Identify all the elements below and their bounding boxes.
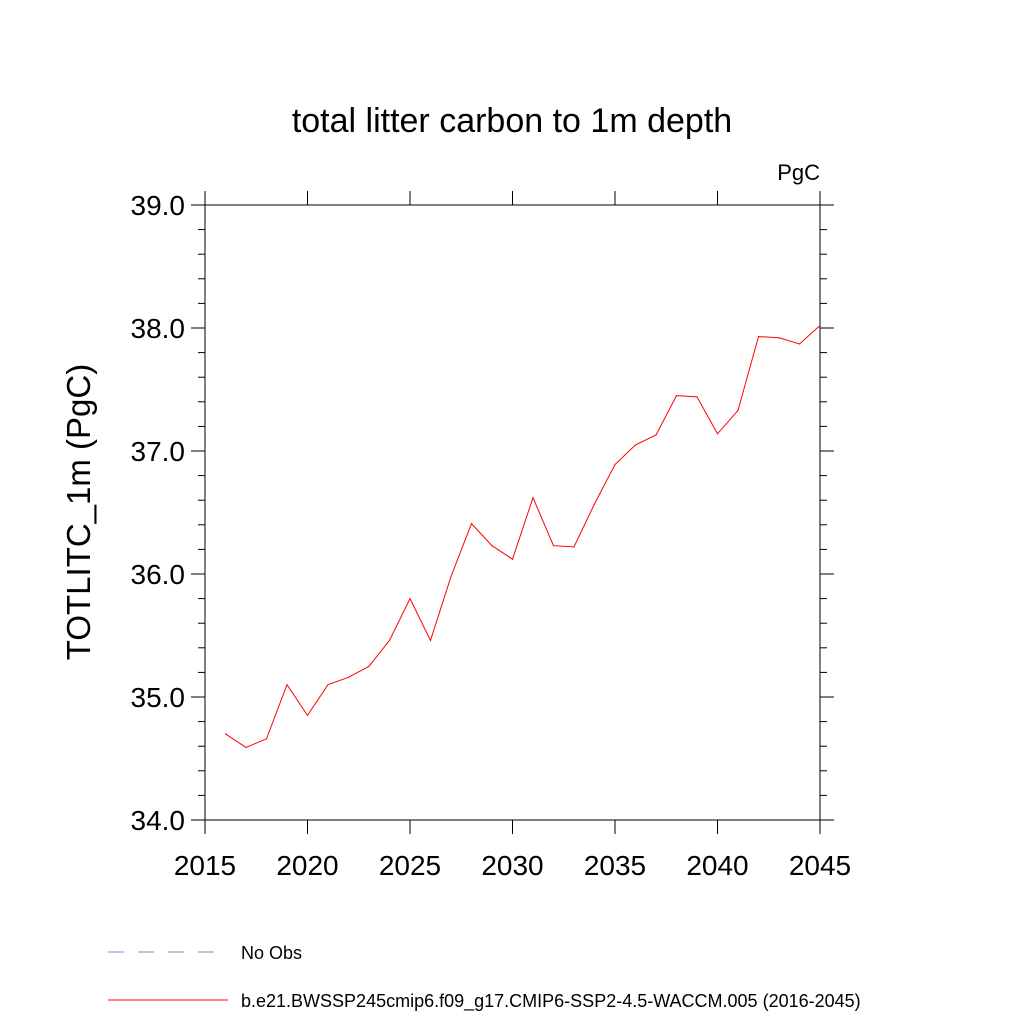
data-point [655,434,657,436]
data-point [778,337,780,339]
x-tick-label: 2020 [276,850,338,881]
y-tick-label: 36.0 [131,559,186,590]
y-tick-label: 39.0 [131,190,186,221]
data-point [593,503,596,505]
data-point [573,546,575,548]
data-point [409,598,411,600]
x-tick-label: 2025 [379,850,441,881]
legend-label: b.e21.BWSSP245cmip6.f09_g17.CMIP6-SSP2-4… [241,991,861,1012]
data-point [306,714,309,717]
y-tick-label: 35.0 [131,682,186,713]
data-point [757,336,760,338]
legend: No Obs b.e21.BWSSP245cmip6.f09_g17.CMIP6-… [108,943,861,1012]
data-point [327,684,329,686]
data-point [552,545,555,547]
data-point [737,409,739,412]
data-point [224,733,227,735]
data-point [511,558,514,560]
data-point [675,395,678,397]
data-point [286,684,288,686]
data-point [470,522,473,525]
y-tick-label: 38.0 [131,313,186,344]
x-tick-label: 2015 [174,850,236,881]
data-point [265,738,268,740]
data-point [429,639,432,642]
data-point [614,463,616,466]
plot-frame [204,204,821,821]
data-point [368,665,370,667]
series-line [225,325,821,748]
data-point [819,324,821,327]
data-point [532,497,534,499]
data-point [450,575,452,578]
x-tick-label: 2040 [686,850,748,881]
units-label: PgC [777,160,820,185]
axis-ticks [191,191,834,834]
data-point [696,396,698,398]
data-point [388,639,391,642]
y-tick-labels: 34.0 35.0 36.0 37.0 38.0 39.0 [131,190,186,836]
y-axis-label: TOTLITC_1m (PgC) [60,364,97,660]
data-point [491,545,493,547]
chart-title: total litter carbon to 1m depth [292,102,732,140]
x-tick-label: 2035 [584,850,646,881]
data-point [798,343,801,345]
x-tick-label: 2045 [789,850,851,881]
legend-label: No Obs [241,943,302,963]
y-tick-label: 37.0 [131,436,186,467]
data-point [347,676,350,678]
data-point [245,746,247,749]
series-points [224,324,821,749]
x-tick-label: 2030 [481,850,543,881]
data-point [634,444,637,446]
data-point [716,433,719,435]
y-tick-label: 34.0 [131,805,186,836]
x-tick-labels: 2015 2020 2025 2030 2035 2040 2045 [174,850,851,881]
